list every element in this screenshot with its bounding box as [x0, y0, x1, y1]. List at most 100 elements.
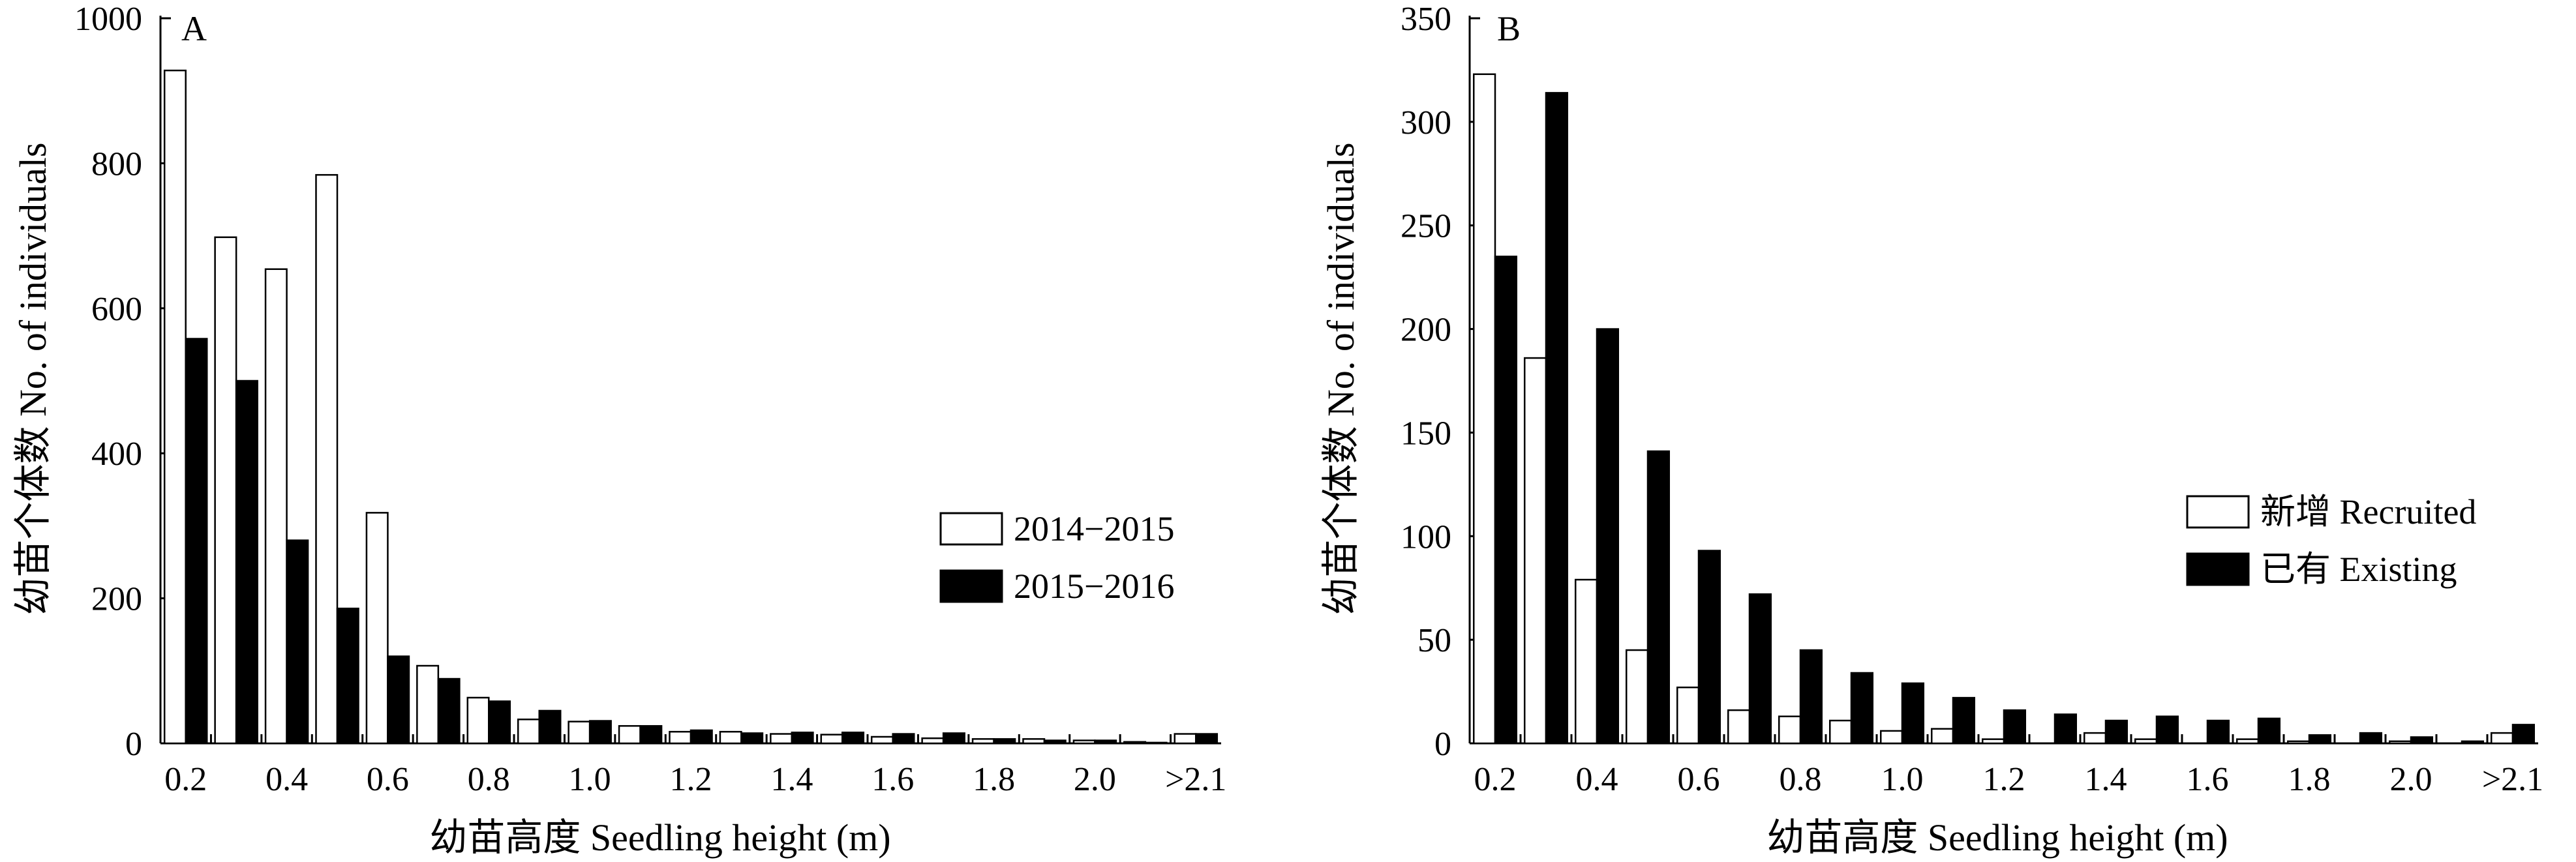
panel-a-open-series-bar: [1123, 741, 1147, 745]
panel-a-x-tick-label: 0.6: [367, 761, 409, 798]
panel-a-filled-series-bar: [791, 732, 814, 745]
panel-b-filled-series-bar: [2206, 719, 2230, 745]
panel-b-open-series-bar: [2235, 738, 2260, 745]
panel-a-y-tick-label: 600: [91, 291, 142, 328]
panel-b-x-tick-label: 0.2: [1474, 761, 1517, 798]
panel-a-legend: 2014−2015 2015−2016: [939, 509, 1174, 606]
panel-b-legend-swatch: [2186, 552, 2250, 586]
panel-b-filled-series-bar: [2155, 715, 2179, 745]
panel-a-legend-label: 2014−2015: [1014, 509, 1174, 548]
panel-a-y-tick-label: 1000: [74, 1, 142, 38]
panel-b-filled-series-bar: [1850, 672, 1874, 745]
panel-b-open-series-bar: [1879, 730, 1903, 745]
panel-b-filled-series-bar: [1901, 682, 1925, 745]
panel-a-y-tick-label: 200: [91, 581, 142, 618]
panel-b-open-series-bar: [1981, 738, 2005, 745]
panel-a-open-series-bar: [365, 512, 389, 745]
panel-a-filled-series-bar: [387, 655, 410, 745]
panel-a-x-tick-label: 1.4: [770, 761, 813, 798]
panel-a-filled-series-bar: [942, 732, 965, 745]
panel-b-filled-series-bar: [1697, 550, 1721, 745]
panel-a-y-tick-label: 400: [91, 436, 142, 473]
panel-b-x-axis-title: 幼苗高度 Seedling height (m): [1766, 816, 2228, 859]
panel-b-x-tick-label: 0.6: [1678, 761, 1720, 798]
panel-b-open-series-bar: [1930, 728, 1954, 745]
panel-b-filled-series-bar: [1596, 328, 1620, 745]
panel-b-letter: B: [1497, 9, 1521, 48]
panel-a-x-tick-label: 0.8: [468, 761, 510, 798]
panel-a-x-tick-label: 1.6: [871, 761, 914, 798]
panel-b-open-series-bar: [1778, 715, 1802, 745]
panel-b-legend: 新增 Recruited 已有 Existing: [2186, 492, 2476, 589]
panel-b-x-tick-label: 1.6: [2187, 761, 2229, 798]
panel-a-filled-series-bar: [235, 379, 258, 745]
panel-b-filled-series-bar: [2359, 732, 2383, 745]
panel-b-filled-series-bar: [1545, 92, 1569, 745]
panel-a-filled-series-bar: [1094, 739, 1117, 745]
panel-a-filled-series-bar: [740, 732, 764, 745]
panel-a-open-series-bar: [264, 268, 288, 745]
panel-b-x-tick-label: 0.4: [1576, 761, 1618, 798]
panel-b-open-series-bar: [2490, 732, 2514, 745]
panel-b-filled-series-bar: [2257, 717, 2281, 745]
panel-a-filled-series-bar: [689, 729, 713, 745]
panel-b-y-tick-label: 250: [1401, 208, 1451, 245]
panel-a-open-series-bar: [669, 730, 692, 745]
panel-a-filled-series-bar: [588, 720, 612, 745]
panel-a-open-series-bar: [466, 696, 490, 745]
panel-a-x-tick-label: 0.2: [164, 761, 207, 798]
panel-a-filled-series-bar: [437, 677, 461, 745]
panel-a-filled-series-bar: [841, 732, 865, 745]
panel-a-open-series-bar: [719, 730, 742, 745]
panel-b-filled-series-bar: [2511, 724, 2536, 745]
panel-b-x-tick-label: 1.4: [2085, 761, 2127, 798]
panel-a: A 幼苗个体数 No. of individuals 幼苗高度 Seedling…: [12, 1, 1226, 859]
panel-b-open-series-bar: [2134, 738, 2158, 745]
panel-b-y-tick-label: 350: [1401, 1, 1451, 38]
panel-b-filled-series-bar: [1952, 696, 1976, 745]
panel-b-filled-series-bar: [2104, 719, 2129, 745]
panel-a-filled-series-bar: [336, 607, 359, 745]
panel-a-filled-series-bar: [538, 709, 562, 745]
panel-a-x-tick-label: >2.1: [1165, 761, 1226, 798]
panel-b-x-tick-label: 1.0: [1881, 761, 1924, 798]
panel-a-open-series-bar: [1174, 733, 1197, 745]
panel-a-open-series-bar: [1022, 738, 1046, 745]
panel-b-filled-series-bar: [1494, 256, 1518, 745]
panel-b-filled-series-bar: [2461, 740, 2485, 745]
panel-b-open-series-bar: [2286, 740, 2311, 745]
panel-a-x-tick-label: 1.2: [670, 761, 712, 798]
panel-b-filled-series-bar: [2410, 736, 2434, 745]
panel-a-legend-swatch: [939, 569, 1003, 603]
panel-b-legend-label: 新增 Recruited: [2260, 492, 2476, 531]
panel-b-y-tick-label: 150: [1401, 415, 1451, 452]
panel-b-open-series-bar: [1625, 649, 1649, 745]
panel-b-y-tick-label: 300: [1401, 104, 1451, 141]
panel-a-open-series-bar: [568, 721, 591, 745]
panel-b-open-series-bar: [1574, 578, 1598, 745]
panel-a-y-tick-label: 0: [125, 726, 142, 763]
panel-b-x-tick-label: >2.1: [2482, 761, 2543, 798]
panel-a-x-axis-title: 幼苗高度 Seedling height (m): [429, 816, 890, 859]
panel-b-y-axis-title: 幼苗个体数 No. of individuals: [1320, 143, 1362, 616]
panel-a-x-tick-label: 2.0: [1074, 761, 1116, 798]
panel-a-filled-series-bar: [185, 338, 208, 745]
panel-b-open-series-bar: [1676, 686, 1700, 745]
panel-a-x-tick-label: 1.8: [973, 761, 1015, 798]
panel-b-x-tick-label: 1.8: [2288, 761, 2331, 798]
panel-b-filled-series-bar: [1646, 450, 1671, 745]
panel-b-y-tick-label: 50: [1417, 622, 1451, 659]
panel-a-filled-series-bar: [993, 738, 1016, 745]
panel-a-open-series-bar: [315, 173, 339, 745]
panel-b-filled-series-bar: [2053, 713, 2078, 745]
panel-a-open-series-bar: [921, 737, 945, 745]
panel-a-open-series-bar: [770, 733, 793, 745]
panel-b-x-tick-label: 0.8: [1780, 761, 1822, 798]
panel-b-y-tick-label: 200: [1401, 312, 1451, 349]
panel-b-x-tick-label: 1.2: [1983, 761, 2025, 798]
panel-b: B 幼苗个体数 No. of individuals 幼苗高度 Seedling…: [1320, 1, 2543, 859]
panel-a-open-series-bar: [618, 725, 641, 745]
panel-a-letter: A: [181, 9, 207, 48]
panel-a-filled-series-bar: [639, 725, 663, 745]
